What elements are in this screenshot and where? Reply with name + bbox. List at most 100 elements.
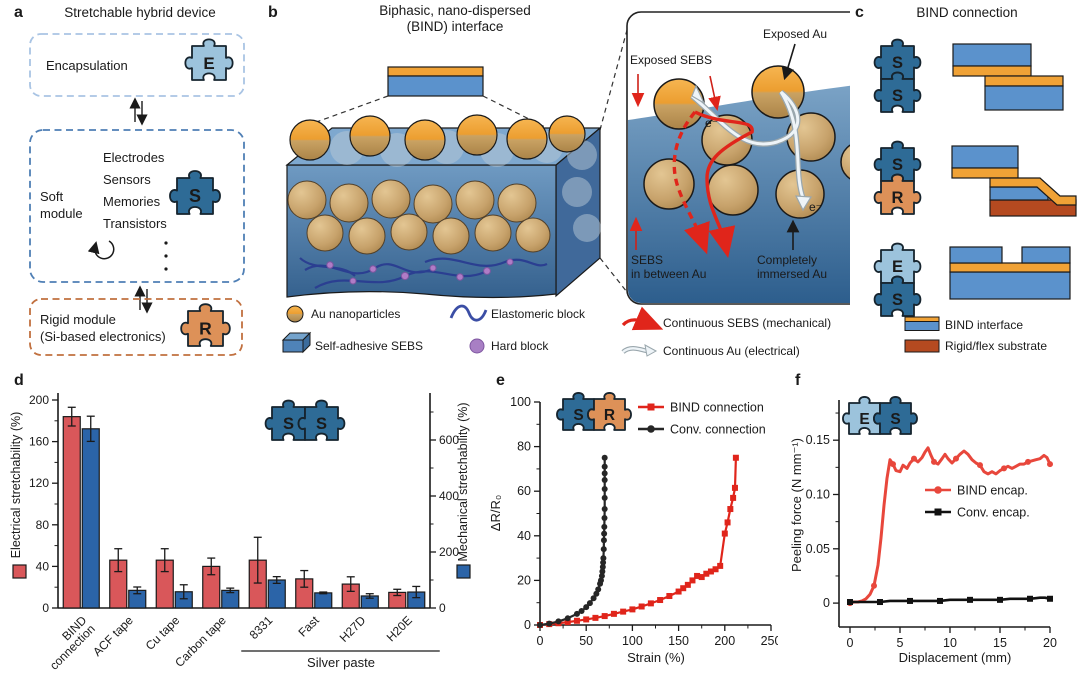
marker-circle bbox=[601, 530, 608, 537]
puzzle-piece-r bbox=[873, 173, 922, 215]
marker-circle bbox=[599, 564, 606, 571]
marker-square bbox=[647, 600, 654, 607]
inset-label-electron-2: e⁻ bbox=[809, 200, 822, 214]
marker-circle bbox=[601, 506, 608, 513]
diagram-soft-soft bbox=[952, 43, 1064, 111]
puzzle-letter-e: E bbox=[892, 258, 903, 276]
panel-c: c BIND connection SS SR ES bbox=[855, 4, 1077, 353]
puzzle-piece-s bbox=[169, 170, 221, 215]
legend-rigid-flex: Rigid/flex substrate bbox=[945, 339, 1047, 353]
marker-square bbox=[730, 494, 737, 501]
bind-inset: Exposed Au Exposed SEBS e⁻ e⁻ SEBS in be… bbox=[626, 11, 850, 305]
panel-b-title-1: Biphasic, nano-dispersed bbox=[379, 3, 531, 18]
marker-square bbox=[694, 572, 701, 579]
x-tick-label: 150 bbox=[668, 634, 689, 648]
puzzle-letter-s: S bbox=[189, 186, 201, 206]
silver-paste-label: Silver paste bbox=[307, 655, 375, 670]
y-tick-label: 60 bbox=[517, 484, 531, 498]
continuous-sebs-arrow bbox=[672, 110, 754, 258]
right-tick-label: 400 bbox=[439, 489, 459, 503]
marker-square bbox=[573, 617, 580, 624]
puzzle-piece-e bbox=[184, 38, 234, 81]
x-tick-label: 5 bbox=[897, 636, 904, 650]
marker-circle bbox=[1047, 461, 1053, 468]
panel-c-legend: BIND interface Rigid/flex substrate bbox=[904, 316, 1047, 353]
y-tick-label: 0.05 bbox=[806, 542, 830, 556]
rigid-module-label-2: (Si-based electronics) bbox=[40, 329, 166, 344]
marker-circle bbox=[586, 600, 593, 607]
category-label: H27D bbox=[337, 613, 369, 645]
x-tick-label: 10 bbox=[943, 636, 957, 650]
ellipsis-dots bbox=[164, 241, 168, 271]
inset-label-sebs-2: in between Au bbox=[631, 267, 706, 281]
puzzle-piece-s bbox=[297, 399, 346, 441]
marker-square bbox=[703, 570, 710, 577]
encapsulation-label: Encapsulation bbox=[46, 58, 128, 73]
marker-circle bbox=[601, 494, 608, 501]
marker-square bbox=[707, 568, 714, 575]
legend-marker-1 bbox=[934, 508, 942, 516]
marker-circle bbox=[600, 537, 607, 544]
mechanical-legend-swatch bbox=[456, 564, 471, 579]
soft-module-label-1: Soft bbox=[40, 189, 64, 204]
x-tick-label: 50 bbox=[579, 634, 593, 648]
marker-circle bbox=[1025, 458, 1031, 465]
category-label: Carbon tape bbox=[172, 613, 229, 670]
bar-mechanical-5 bbox=[314, 592, 333, 609]
marker-circle bbox=[600, 559, 607, 566]
marker-square bbox=[689, 577, 696, 584]
marker-square bbox=[877, 599, 883, 606]
component-memories: Memories bbox=[103, 194, 161, 209]
puzzle-letter-s: S bbox=[573, 407, 583, 424]
puzzle-pair-sr: SR bbox=[873, 140, 922, 215]
x-tick-label: 200 bbox=[714, 634, 735, 648]
y-tick-label: 20 bbox=[517, 573, 531, 587]
marker-square bbox=[638, 603, 645, 610]
marker-square bbox=[721, 530, 728, 537]
marker-square bbox=[847, 599, 853, 606]
left-tick-label: 120 bbox=[29, 476, 49, 490]
diagram-encap-soft bbox=[949, 246, 1071, 300]
elastomeric-block-icon bbox=[449, 304, 488, 322]
marker-square bbox=[666, 593, 673, 600]
x-tick-label: 0 bbox=[847, 636, 854, 650]
marker-square bbox=[727, 506, 734, 513]
marker-circle bbox=[590, 595, 597, 602]
marker-circle bbox=[600, 555, 607, 562]
component-transistors: Transistors bbox=[103, 216, 167, 231]
marker-square bbox=[731, 484, 738, 491]
legend-label-0: BIND connection bbox=[670, 401, 764, 415]
panel-a-letter: a bbox=[14, 4, 23, 21]
cycle-arrow-icon bbox=[87, 240, 115, 260]
panel-b: b Biphasic, nano-dispersed (BIND) interf… bbox=[268, 3, 850, 358]
f-y-axis-label: Peeling force (N mm⁻¹) bbox=[789, 438, 804, 572]
marker-circle bbox=[601, 477, 608, 484]
puzzle-pair-ss: SS bbox=[873, 38, 922, 113]
mid-spheres bbox=[287, 179, 551, 255]
component-electrodes: Electrodes bbox=[103, 150, 165, 165]
marker-circle bbox=[598, 572, 605, 579]
legend-continuous-au: Continuous Au (electrical) bbox=[663, 344, 800, 358]
puzzle-piece-r bbox=[180, 303, 231, 347]
category-label: BINDconnection bbox=[38, 613, 98, 673]
bar-mechanical-4 bbox=[267, 579, 286, 609]
marker-square bbox=[564, 619, 571, 626]
legend-au-nanoparticles: Au nanoparticles bbox=[311, 307, 400, 321]
puzzle-letter-e: E bbox=[203, 54, 214, 73]
marker-square bbox=[732, 454, 739, 461]
marker-circle bbox=[977, 462, 983, 469]
component-sensors: Sensors bbox=[103, 172, 151, 187]
bind-interface-swatch bbox=[904, 316, 940, 331]
puzzle-module-s: S bbox=[169, 170, 221, 215]
marker-square bbox=[907, 597, 913, 604]
right-tick-label: 200 bbox=[439, 545, 459, 559]
marker-square bbox=[712, 566, 719, 573]
puzzle-letter-r: R bbox=[199, 318, 212, 338]
marker-circle bbox=[871, 582, 877, 589]
puzzle-module-e: E bbox=[184, 38, 234, 81]
category-label: 8331 bbox=[247, 613, 276, 642]
marker-square bbox=[717, 562, 724, 569]
y-tick-label: 0 bbox=[823, 596, 830, 610]
